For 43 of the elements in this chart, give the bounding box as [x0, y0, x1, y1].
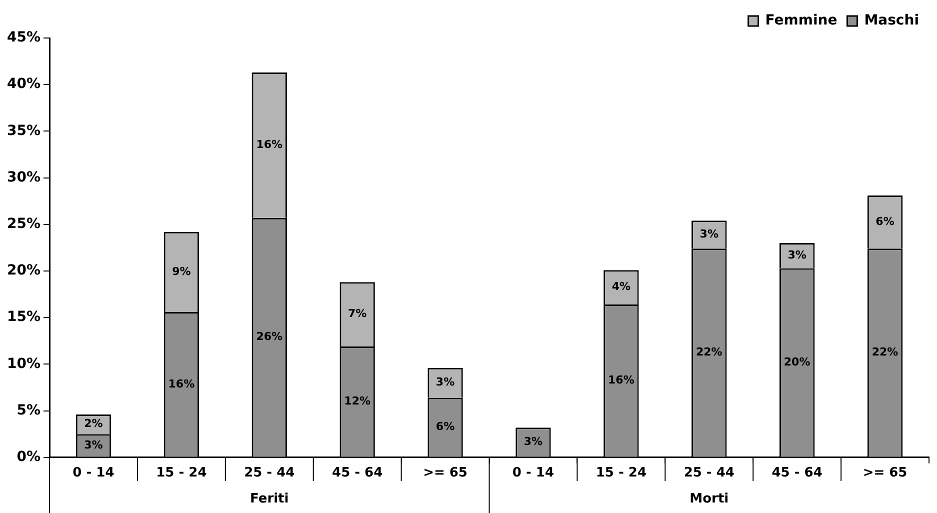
data-label: 2% [84, 417, 103, 430]
data-label: 20% [784, 355, 810, 368]
data-label: 4% [612, 280, 631, 294]
x-tick-label: 15 - 24 [156, 466, 207, 481]
y-tick-label: 30% [6, 169, 41, 186]
data-label: 16% [608, 374, 634, 387]
data-label: 26% [256, 330, 283, 344]
legend-label: Maschi [864, 12, 920, 29]
data-label: 6% [876, 214, 894, 228]
x-tick-label: 25 - 44 [244, 466, 295, 481]
y-tick-label: 10% [6, 356, 41, 372]
y-tick-label: 35% [6, 122, 41, 139]
data-label: 16% [256, 138, 283, 152]
data-label: 22% [696, 346, 722, 359]
y-tick-label: 25% [6, 216, 41, 232]
x-tick-label: 0 - 14 [512, 466, 554, 481]
y-tick-label: 45% [6, 30, 41, 46]
data-label: 7% [348, 307, 367, 320]
data-label: 12% [344, 394, 371, 408]
x-tick-label: 15 - 24 [596, 466, 646, 481]
y-tick-label: 40% [6, 76, 41, 92]
data-label: 6% [436, 420, 455, 434]
data-label: 3% [700, 228, 718, 241]
x-tick-label: 25 - 44 [684, 466, 734, 481]
x-tick-label: 45 - 64 [772, 466, 822, 481]
x-tick-label: >= 65 [862, 466, 908, 481]
data-label: 9% [172, 264, 191, 278]
data-label: 22% [872, 346, 898, 359]
y-tick-label: 5% [16, 402, 41, 418]
x-tick-label: 0 - 14 [72, 466, 114, 481]
y-tick-label: 20% [6, 262, 41, 279]
data-label: 3% [436, 376, 455, 389]
data-label: 3% [524, 435, 543, 448]
x-tick-label: 45 - 64 [332, 466, 383, 481]
data-label: 3% [788, 248, 806, 262]
y-tick-label: 15% [6, 309, 41, 326]
legend-label: Femmine [765, 12, 838, 29]
text: Feriti [250, 491, 289, 506]
text: Morti [690, 491, 729, 506]
y-tick-label: 0% [16, 449, 41, 466]
x-tick-label: >= 65 [423, 466, 468, 481]
data-label: 3% [84, 438, 103, 452]
data-label: 16% [168, 377, 195, 390]
